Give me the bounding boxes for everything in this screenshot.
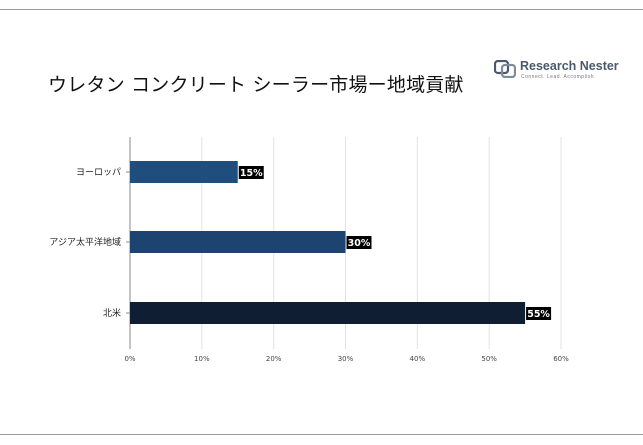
research-nester-logo-icon [494, 60, 516, 78]
category-label: 北米 [103, 307, 121, 319]
category-label: ヨーロッパ [76, 167, 121, 178]
x-tick-label: 30% [338, 355, 354, 363]
x-tick-label: 60% [553, 355, 569, 363]
bar [130, 302, 526, 324]
bottom-rule [0, 434, 643, 435]
category-label: アジア太平洋地域 [49, 236, 121, 248]
data-label: 30% [348, 238, 371, 249]
x-tick-label: 50% [481, 355, 497, 363]
data-label-box [238, 166, 264, 179]
x-tick-label: 20% [266, 355, 282, 363]
bar [130, 231, 346, 253]
data-label-box [526, 307, 552, 320]
data-label: 15% [240, 168, 263, 179]
logo-name: Research Nester [520, 59, 619, 73]
data-label-box [346, 236, 372, 249]
bar [130, 161, 238, 183]
logo-tagline: Connect. Lead. Accomplish [521, 74, 595, 80]
x-tick-label: 10% [194, 355, 210, 363]
x-tick-label: 40% [410, 355, 426, 363]
data-label: 55% [527, 309, 550, 320]
brand-logo: Research Nester Connect. Lead. Accomplis… [494, 55, 619, 85]
top-rule [0, 9, 643, 10]
x-tick-label: 0% [124, 355, 135, 363]
page-title: ウレタン コンクリート シーラー市場ー地域貢献 [48, 74, 464, 96]
